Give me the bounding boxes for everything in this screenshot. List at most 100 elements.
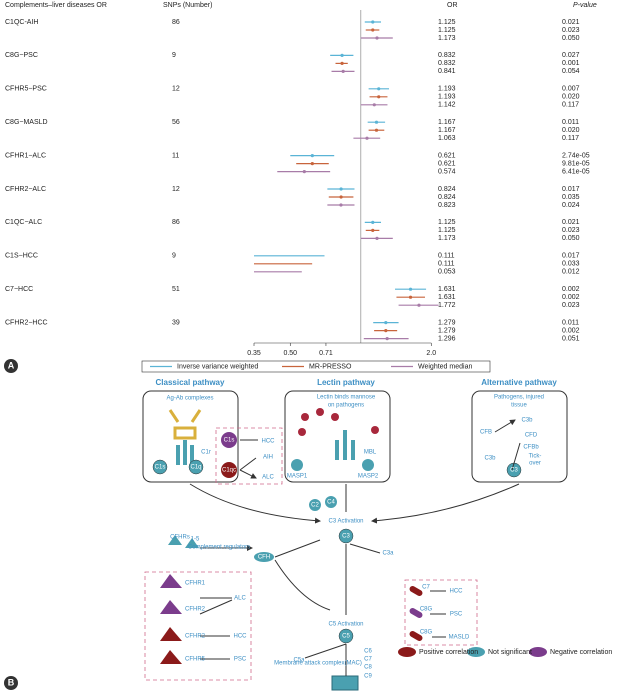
row-label: C8G−MASLD [5,119,48,126]
node-label: HCC [262,439,276,445]
panel-label: B [8,677,15,687]
node-label: Pathogens, injured [494,395,544,401]
node-label: C6 [364,649,372,655]
node-label: PSC [234,657,247,663]
node-label: ALC [234,596,246,602]
or-value: 0.823 [438,202,456,209]
or-value: 0.824 [438,186,456,193]
or-value: 0.832 [438,60,456,67]
p-value: 0.002 [562,286,580,293]
p-value: 0.007 [562,86,580,93]
point [341,69,345,73]
p-value: 0.021 [562,219,580,226]
point [408,295,413,299]
or-value: 1.167 [438,127,456,134]
snp-count: 39 [172,319,180,326]
node-label: C3 [342,534,350,540]
node-label: C5 [342,634,350,640]
point [339,203,343,207]
point [371,228,375,232]
point [377,95,381,99]
snp-count: 9 [172,52,176,59]
point [374,120,379,124]
or-value: 1.142 [438,102,456,109]
node-circle [291,459,303,471]
node-label: C3b [521,418,533,424]
node-label: C2 [311,503,319,509]
arrow [371,483,520,524]
node-circle [338,628,354,644]
or-value: 0.841 [438,68,456,75]
rod [409,586,423,596]
or-value: 0.621 [438,160,456,167]
box [471,390,568,483]
node-label: Tick- [529,454,542,460]
node-label: MASP1 [287,474,308,480]
or-value: 1.125 [438,227,456,234]
legend-label: Positive correlation [419,649,478,656]
snp-count: 56 [172,119,180,126]
node-label: over [529,461,541,467]
legend-box [141,360,491,373]
point [417,303,421,307]
node-label: 1-5 [191,537,200,543]
node-label: C1s [155,465,166,471]
triangle [160,627,182,641]
point [371,20,375,24]
row-label: C1S−HCC [5,253,38,260]
node-circle [362,459,374,471]
node-label: CFBb [523,445,539,451]
node-label: Complement regulators [188,545,250,551]
p-value: 0.050 [562,235,580,242]
p-value: 2.74e-05 [562,152,590,159]
point [340,53,344,58]
legend-swatch [467,647,485,657]
p-value: 0.023 [562,227,580,234]
or-value: 1.173 [438,35,456,42]
triangle [160,600,182,614]
node-label: Lectin pathway [317,378,375,387]
row-label: C8G−PSC [5,52,38,59]
point [136,262,139,265]
point [374,128,379,132]
or-value: 1.631 [438,294,456,301]
node-label: C7 [422,585,430,591]
node-label: C3b [484,456,496,462]
legend-label: MR-PRESSO [309,363,352,370]
node-label: CFH [258,555,270,561]
p-value: 0.024 [562,202,580,209]
node-label: CFD [525,433,538,439]
or-value: 0.111 [438,253,455,260]
x-tick-label: 0.71 [319,350,333,357]
p-value: 9.81e-05 [562,160,590,167]
point [372,103,376,107]
inhibit [274,559,331,611]
node-label: Ag-Ab complexes [166,396,213,402]
p-value: 0.117 [562,135,579,142]
or-value: 1.167 [438,119,456,126]
legend-label: Inverse variance weighted [177,363,258,370]
p-value: 0.011 [562,119,579,126]
panel-badge [4,676,18,690]
or-value: 1.631 [438,286,456,293]
point [340,61,344,65]
mac-icon [331,675,359,691]
p-value: 0.035 [562,194,580,201]
point [310,162,314,166]
pathogens [298,408,379,436]
column-header: Complements–liver diseases OR [5,2,107,9]
point [371,220,375,224]
snp-count: 86 [172,219,180,226]
node-label: C1q [190,465,201,471]
p-value: 0.020 [562,94,580,101]
box [142,390,239,483]
node-circle [338,528,354,544]
node-label: CFHRs [170,535,190,541]
box [284,390,391,483]
column-header: OR [447,2,458,9]
row-label: CFHR2−HCC [5,319,48,326]
x-tick-label: 2.0 [426,350,436,357]
node-label: C4 [327,500,335,506]
point [60,270,63,273]
node-label: CFHR2 [185,634,206,640]
